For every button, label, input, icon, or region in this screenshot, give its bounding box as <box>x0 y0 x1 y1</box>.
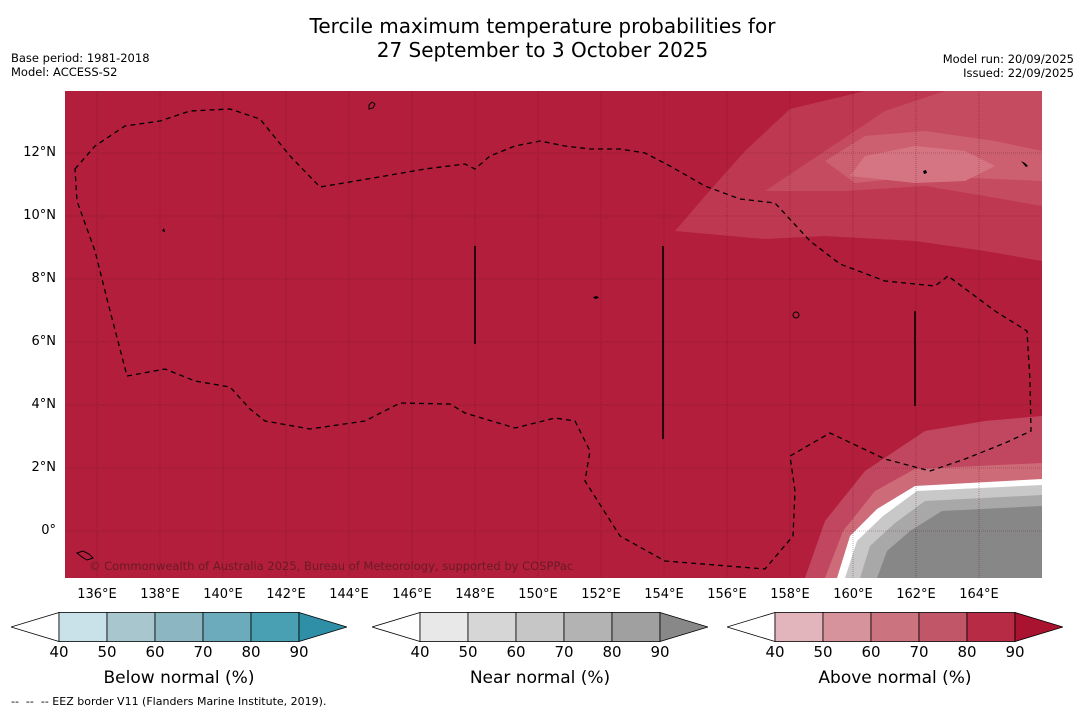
island-dot <box>162 228 165 232</box>
colorbar-segment <box>611 612 661 642</box>
island-dot <box>1021 161 1028 167</box>
longitude-label: 136°E <box>77 587 117 602</box>
colorbar-tick-label: 70 <box>193 643 213 661</box>
colorbar-tick-label: 60 <box>506 643 526 661</box>
colorbar-segment <box>467 612 517 642</box>
meta-left: Base period: 1981-2018 Model: ACCESS-S2 <box>11 51 150 79</box>
copyright-notice: © Commonwealth of Australia 2025, Bureau… <box>89 559 574 573</box>
colorbar-tick-label: 40 <box>410 643 430 661</box>
colorbar-segment <box>870 612 920 642</box>
latitude-label: 8°N <box>31 271 57 286</box>
colorbar-tick-label: 90 <box>1005 643 1025 661</box>
colorbar-segment <box>58 612 108 642</box>
longitude-label: 142°E <box>266 587 306 602</box>
model-name: Model: ACCESS-S2 <box>11 65 118 79</box>
colorbar-tick-label: 50 <box>97 643 117 661</box>
colorbar-tick-label: 60 <box>145 643 165 661</box>
colorbar-segment <box>515 612 565 642</box>
longitude-label: 164°E <box>959 587 999 602</box>
colorbar-tick-label: 80 <box>241 643 261 661</box>
island-atoll <box>792 311 800 319</box>
longitude-label: 138°E <box>140 587 180 602</box>
longitude-label: 140°E <box>203 587 243 602</box>
latitude-label: 0° <box>41 523 56 538</box>
colorbar-segment <box>918 612 968 642</box>
colorbar-tick-label: 90 <box>650 643 670 661</box>
colorbar-tick-label: 70 <box>909 643 929 661</box>
longitude-label: 154°E <box>644 587 684 602</box>
colorbar-segment <box>154 612 204 642</box>
latitude-label: 10°N <box>23 208 56 223</box>
colorbar-graphic <box>727 612 1063 642</box>
near-normal-90-band <box>877 506 1042 578</box>
colorbar-tick-label: 80 <box>602 643 622 661</box>
eez-footnote: -- -- -- EEZ border V11 (Flanders Marine… <box>11 695 327 708</box>
colorbar-segment <box>563 612 613 642</box>
colorbar-segment <box>419 612 469 642</box>
map-panel[interactable] <box>65 91 1042 578</box>
colorbar-graphic <box>372 612 708 642</box>
island-outline <box>75 550 94 561</box>
colorbar-title: Near normal (%) <box>469 668 611 688</box>
longitude-label: 160°E <box>833 587 873 602</box>
colorbar-extend-low <box>11 612 60 642</box>
colorbar-tick-label: 40 <box>49 643 69 661</box>
above-normal-50-patch <box>850 146 995 183</box>
island-dot <box>593 296 599 299</box>
colorbar-extend-high <box>298 612 347 642</box>
colorbar-tick-label: 50 <box>813 643 833 661</box>
colorbar-extend-low <box>372 612 421 642</box>
colorbar-title: Above normal (%) <box>818 668 972 688</box>
colorbar-extend-low <box>727 612 776 642</box>
latitude-label: 4°N <box>31 397 57 412</box>
colorbar-tick-label: 80 <box>957 643 977 661</box>
colorbar-graphic <box>11 612 347 642</box>
latitude-label: 6°N <box>31 334 57 349</box>
longitude-label: 144°E <box>329 587 369 602</box>
colorbar-tick-label: 50 <box>458 643 478 661</box>
colorbar-extend-high <box>1014 612 1063 642</box>
colorbar-segment <box>966 612 1016 642</box>
model-run: Model run: 20/09/2025 <box>942 52 1074 66</box>
title-line-2: 27 September to 3 October 2025 <box>376 38 709 62</box>
colorbar-segment <box>202 612 252 642</box>
longitude-label: 148°E <box>455 587 495 602</box>
longitude-label: 156°E <box>707 587 747 602</box>
issued-date: Issued: 22/09/2025 <box>963 66 1074 80</box>
colorbar-segment <box>822 612 872 642</box>
colorbar-tick-label: 40 <box>765 643 785 661</box>
longitude-label: 146°E <box>392 587 432 602</box>
latitude-label: 12°N <box>23 145 56 160</box>
colorbar-extend-high <box>659 612 708 642</box>
title-line-1: Tercile maximum temperature probabilitie… <box>309 14 776 38</box>
chart-title: Tercile maximum temperature probabilitie… <box>0 14 1085 62</box>
eez-border <box>74 108 1032 570</box>
longitude-label: 158°E <box>770 587 810 602</box>
latitude-label: 2°N <box>31 460 57 475</box>
colorbar-tick-label: 70 <box>554 643 574 661</box>
colorbar-title: Below normal (%) <box>103 668 255 688</box>
base-period: Base period: 1981-2018 <box>11 51 150 65</box>
colorbar-tick-label: 90 <box>289 643 309 661</box>
colorbar-segment <box>774 612 824 642</box>
island-outline <box>368 101 376 110</box>
longitude-label: 150°E <box>518 587 558 602</box>
map-svg <box>65 91 1042 578</box>
meta-right: Model run: 20/09/2025 Issued: 22/09/2025 <box>943 52 1074 80</box>
longitude-label: 152°E <box>581 587 621 602</box>
longitude-label: 162°E <box>896 587 936 602</box>
colorbar-segment <box>106 612 156 642</box>
colorbar-segment <box>250 612 300 642</box>
island-dot <box>923 170 927 174</box>
colorbar-tick-label: 60 <box>861 643 881 661</box>
